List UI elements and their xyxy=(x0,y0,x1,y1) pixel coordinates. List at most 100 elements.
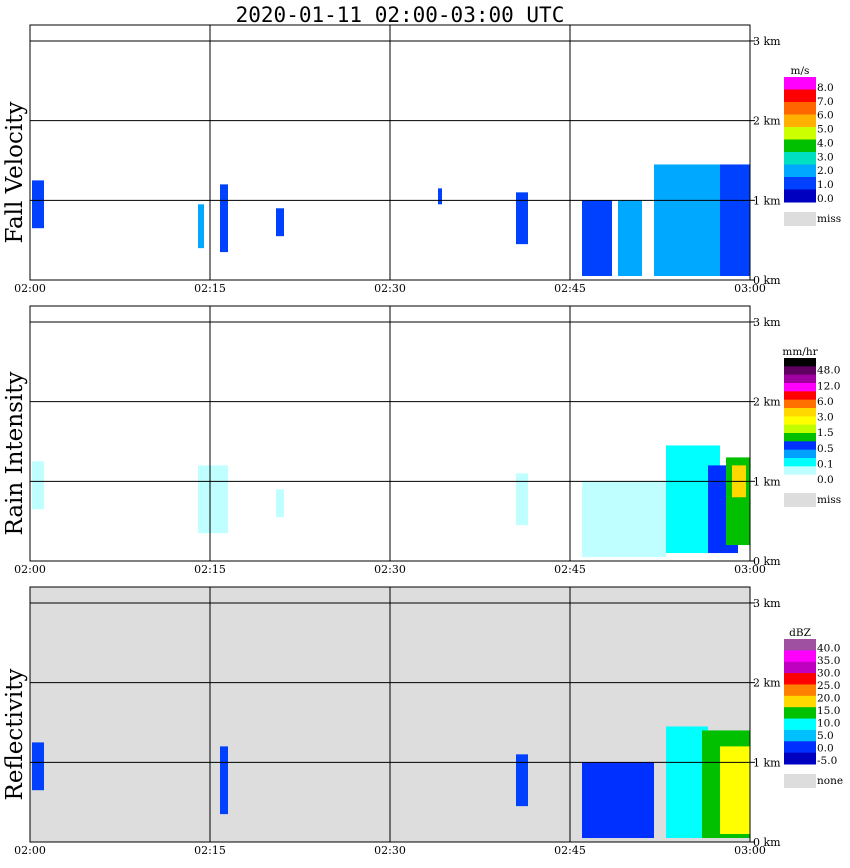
colorbar-swatch xyxy=(784,189,816,203)
colorbar-swatch xyxy=(784,424,816,434)
echo-feature xyxy=(276,208,284,237)
colorbar-swatch xyxy=(784,102,816,115)
echo-feature xyxy=(720,746,750,835)
colorbar-swatch xyxy=(784,358,816,367)
colorbar-swatch xyxy=(784,695,816,708)
echo-feature xyxy=(582,762,654,839)
y-axis-label: Fall Velocity xyxy=(2,102,28,244)
colorbar-swatch xyxy=(784,449,816,459)
colorbar-swatch xyxy=(784,416,816,426)
colorbar-label: 6.0 xyxy=(817,110,834,122)
colorbar-label: 20.0 xyxy=(817,693,840,705)
y-tick-label: 3 km xyxy=(753,35,781,48)
echo-feature xyxy=(438,188,442,205)
echo-feature xyxy=(516,473,528,526)
echo-feature xyxy=(276,489,284,518)
colorbar-swatch xyxy=(784,684,816,697)
colorbar-swatch xyxy=(784,383,816,392)
x-tick-label: 03:00 xyxy=(734,563,766,576)
colorbar-label: 35.0 xyxy=(817,655,840,667)
colorbar-label: 10.0 xyxy=(817,718,840,730)
colorbar-label: 15.0 xyxy=(817,705,840,717)
plot-frame xyxy=(29,305,751,562)
echo-feature xyxy=(198,465,228,534)
colorbar-swatch xyxy=(784,474,816,484)
colorbar-unit: m/s xyxy=(791,65,810,77)
y-tick-label: 1 km xyxy=(753,194,781,207)
colorbar-swatch xyxy=(784,399,816,409)
colorbar-swatch xyxy=(784,741,816,754)
colorbar-swatch xyxy=(784,466,816,476)
x-tick-label: 03:00 xyxy=(734,282,766,295)
x-tick-label: 02:00 xyxy=(14,282,46,295)
colorbar-swatch xyxy=(784,89,816,103)
y-tick-label: 0 km xyxy=(753,836,781,849)
panel-3: 0 km 1 km 2 km 3 km 02:00 02:15 02:30 02:45 03:0… xyxy=(2,586,843,857)
plot-frame xyxy=(29,24,751,281)
echo-feature xyxy=(516,192,528,245)
colorbar-swatch xyxy=(784,441,816,451)
colorbar-swatch xyxy=(784,152,816,165)
echo-feature xyxy=(720,164,750,277)
colorbar-swatch xyxy=(784,374,816,384)
y-tick-label: 2 km xyxy=(753,115,781,128)
colorbar-label: 0.5 xyxy=(817,443,834,455)
echo-feature xyxy=(220,184,228,253)
y-tick-label: 0 km xyxy=(753,555,781,568)
echo-feature xyxy=(654,164,720,277)
x-tick-label: 02:45 xyxy=(554,282,586,295)
colorbar-missing-label: miss xyxy=(817,213,841,225)
colorbar-label: 3.0 xyxy=(817,412,834,424)
colorbar-swatch xyxy=(784,661,816,674)
colorbar-swatch xyxy=(784,639,816,651)
colorbar-swatch xyxy=(784,458,816,467)
chart-title: 2020-01-11 02:00-03:00 UTC xyxy=(236,3,565,27)
colorbar-swatch xyxy=(784,391,816,401)
x-tick-label: 02:30 xyxy=(374,844,406,857)
colorbar-swatch xyxy=(784,650,816,663)
colorbar-swatch xyxy=(784,127,816,140)
echo-feature xyxy=(32,180,44,229)
y-tick-label: 2 km xyxy=(753,396,781,409)
colorbar-label: 6.0 xyxy=(817,396,834,408)
panel-2: 0 km 1 km 2 km 3 km 02:00 02:15 02:30 02:45 03:0… xyxy=(2,305,841,576)
x-tick-label: 02:15 xyxy=(194,563,226,576)
plot-frame xyxy=(29,586,751,843)
colorbar-unit: dBZ xyxy=(789,627,811,639)
x-tick-label: 03:00 xyxy=(734,844,766,857)
colorbar-label: 12.0 xyxy=(817,380,840,392)
colorbar-label: 0.0 xyxy=(817,193,834,205)
y-tick-label: 1 km xyxy=(753,756,781,769)
echo-feature xyxy=(666,726,708,839)
echo-feature xyxy=(220,746,228,815)
colorbar-swatch xyxy=(784,433,816,442)
x-tick-label: 02:30 xyxy=(374,282,406,295)
colorbar-swatch xyxy=(784,366,816,376)
x-tick-label: 02:00 xyxy=(14,563,46,576)
x-tick-label: 02:15 xyxy=(194,844,226,857)
colorbar-swatch xyxy=(784,77,816,90)
panel-1: 0 km 1 km 2 km 3 km 02:00 02:15 02:30 02:45 03:0… xyxy=(2,24,841,295)
colorbar-label: 5.0 xyxy=(817,124,834,136)
colorbar-swatch xyxy=(784,752,816,765)
x-tick-label: 02:00 xyxy=(14,844,46,857)
colorbar-label: 4.0 xyxy=(817,137,834,149)
y-axis-label: Reflectivity xyxy=(2,669,28,801)
colorbar-label: 8.0 xyxy=(817,82,834,94)
colorbar-swatch xyxy=(784,729,816,742)
colorbar-label: 48.0 xyxy=(817,365,840,377)
y-tick-label: 0 km xyxy=(753,274,781,287)
colorbar-missing-swatch xyxy=(784,774,816,788)
colorbar-swatch xyxy=(784,707,816,720)
colorbar-label: 1.0 xyxy=(817,179,834,191)
colorbar-label: 30.0 xyxy=(817,668,840,680)
colorbar-swatch xyxy=(784,177,816,190)
colorbar-label: 0.0 xyxy=(817,474,834,486)
echo-feature xyxy=(32,742,44,791)
x-tick-label: 02:30 xyxy=(374,563,406,576)
echo-feature xyxy=(582,200,612,277)
echo-feature xyxy=(618,200,642,277)
colorbar-missing-swatch xyxy=(784,212,816,226)
colorbar-label: 2.0 xyxy=(817,165,834,177)
